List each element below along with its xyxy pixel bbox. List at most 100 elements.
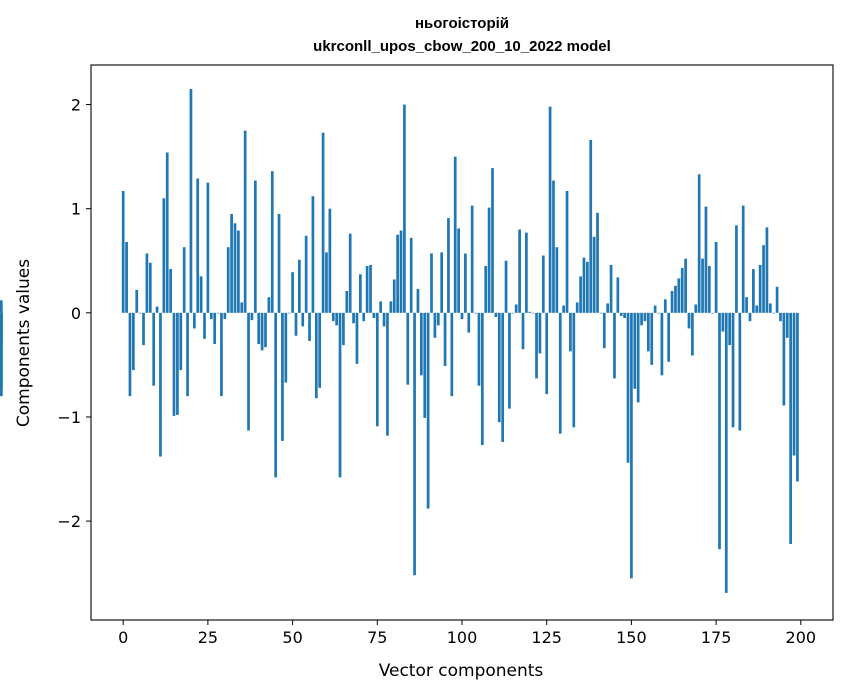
bar <box>392 279 396 313</box>
bar <box>132 312 135 371</box>
bar <box>328 208 332 313</box>
bar <box>196 178 200 313</box>
bar <box>192 312 196 329</box>
bar <box>233 223 237 313</box>
bar <box>379 301 383 313</box>
bar <box>230 213 233 313</box>
bar <box>396 234 399 313</box>
bar <box>186 312 189 397</box>
bar <box>335 312 338 326</box>
bar <box>331 312 335 322</box>
bar <box>277 213 281 313</box>
x-tick-label: 200 <box>786 628 817 647</box>
x-tick-label: 175 <box>701 628 732 647</box>
bar <box>281 312 284 441</box>
bar <box>142 312 145 346</box>
bar <box>477 312 481 386</box>
bar <box>375 312 379 427</box>
bar <box>565 190 569 313</box>
bar <box>630 312 633 579</box>
bar <box>247 312 250 431</box>
bar <box>121 190 125 313</box>
bar <box>497 312 501 423</box>
bar <box>707 265 711 313</box>
bar <box>548 106 552 313</box>
bar <box>298 259 301 313</box>
bar <box>636 312 640 403</box>
bar <box>735 225 738 313</box>
bar <box>209 312 213 320</box>
bar <box>0 312 3 387</box>
bar <box>223 312 227 320</box>
bar <box>189 88 193 313</box>
bar <box>785 312 789 338</box>
bar <box>741 205 745 313</box>
bar <box>538 312 542 354</box>
bar <box>650 312 654 365</box>
bar <box>148 262 152 313</box>
bar <box>663 299 667 313</box>
bar <box>633 312 637 389</box>
bar <box>714 242 718 313</box>
bar <box>518 229 521 313</box>
bar <box>572 312 576 428</box>
bar <box>762 245 765 313</box>
bar <box>758 264 762 313</box>
bar <box>325 252 328 313</box>
bar <box>748 312 752 322</box>
bar <box>674 285 677 313</box>
x-tick-label: 125 <box>531 628 562 647</box>
bar <box>382 312 386 327</box>
bar <box>291 272 294 313</box>
bar <box>430 253 433 313</box>
bar <box>155 306 159 313</box>
bar <box>179 312 183 371</box>
chart-subtitle: ukrconll_upos_cbow_200_10_2022 model <box>313 38 611 55</box>
bar <box>623 312 626 319</box>
bar <box>731 312 735 428</box>
bar <box>159 312 162 457</box>
bar <box>755 305 759 313</box>
bar <box>470 205 474 313</box>
x-tick-label: 25 <box>198 628 218 647</box>
bar <box>359 274 362 313</box>
bar <box>399 230 403 313</box>
bar <box>206 182 210 313</box>
y-tick-label: −1 <box>57 408 81 427</box>
chart-title: ньогоісторій <box>415 15 509 32</box>
bar <box>314 312 318 399</box>
bar <box>528 311 532 313</box>
bar <box>403 104 406 313</box>
bar <box>680 268 684 313</box>
bar <box>768 303 772 313</box>
bar <box>569 312 572 352</box>
bar <box>552 180 555 313</box>
bar <box>765 227 769 313</box>
x-axis-label: Vector components <box>379 661 544 681</box>
bar <box>389 301 393 313</box>
bar <box>440 252 444 313</box>
bar <box>640 312 643 326</box>
bar <box>711 312 715 314</box>
bar <box>145 253 149 313</box>
bar <box>457 228 460 313</box>
bar <box>504 260 508 313</box>
bar <box>243 130 247 313</box>
bar <box>250 312 254 321</box>
bar <box>413 312 416 576</box>
bar <box>182 247 186 313</box>
bar <box>643 312 647 322</box>
bar <box>464 253 467 313</box>
bar <box>687 312 691 329</box>
bar <box>606 303 610 313</box>
bar <box>474 312 477 314</box>
bar <box>304 235 308 313</box>
bar <box>531 312 535 314</box>
bar <box>125 242 128 313</box>
bar <box>480 312 484 446</box>
bar <box>745 297 748 313</box>
bar <box>599 312 603 314</box>
bar <box>284 312 288 383</box>
bar <box>270 171 274 313</box>
bar <box>372 312 376 319</box>
